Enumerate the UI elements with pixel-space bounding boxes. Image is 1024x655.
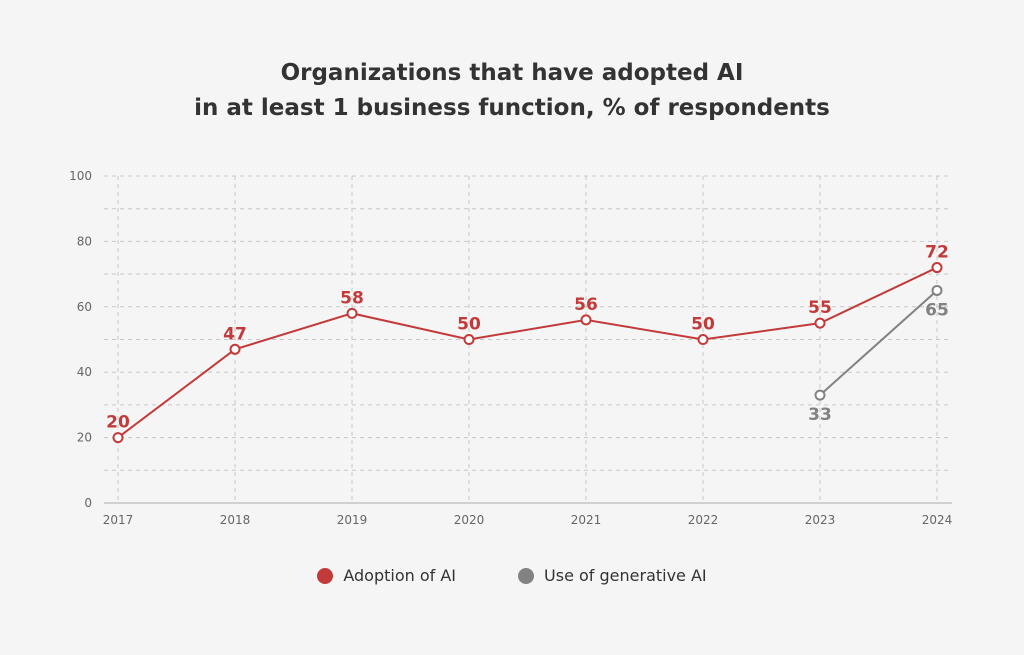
data-label-adoption-2024: 72 [925,243,949,263]
y-tick-label-80: 80 [77,234,92,248]
data-label-adoption-2023: 55 [808,298,832,318]
legend-label-adoption: Adoption of AI [343,566,457,585]
series-line-adoption [117,266,938,439]
chart-title-line-2: in at least 1 business function, % of re… [194,95,830,121]
y-tick-label-40: 40 [77,365,92,379]
data-point-adoption-2024 [931,262,943,274]
legend-item-generative: Use of generative AI [518,566,707,585]
data-label-adoption-2018: 47 [223,324,247,344]
x-tick-label-2023: 2023 [805,513,836,527]
x-tick-label-2022: 2022 [688,513,719,527]
data-label-generative-2024: 65 [925,300,949,320]
data-point-generative-2023 [814,389,826,401]
data-point-adoption-2020 [463,334,475,345]
data-label-adoption-2019: 58 [340,288,364,308]
data-label-generative-2023: 33 [808,405,832,425]
legend-label-generative: Use of generative AI [544,566,707,585]
x-tick-label-2020: 2020 [454,513,485,527]
x-tick-label-2021: 2021 [571,513,602,527]
data-point-adoption-2017 [112,432,124,444]
x-tick-label-2017: 2017 [103,513,134,527]
y-tick-label-0: 0 [84,496,92,510]
legend-swatch-generative [518,567,535,584]
data-point-adoption-2023 [814,317,826,329]
y-tick-label-20: 20 [77,431,92,445]
chart-title: Organizations that have adopted AI in at… [0,56,1024,126]
data-point-adoption-2021 [580,314,592,326]
y-tick-label-100: 100 [69,169,92,183]
x-tick-label-2018: 2018 [220,513,251,527]
y-tick-label-60: 60 [77,300,92,314]
data-label-adoption-2022: 50 [691,315,715,335]
data-point-adoption-2018 [229,343,241,355]
x-tick-label-2024: 2024 [922,513,953,527]
data-label-adoption-2017: 20 [106,413,130,433]
data-point-adoption-2019 [346,307,358,319]
data-label-adoption-2020: 50 [457,315,481,335]
legend-swatch-adoption [317,567,334,584]
data-point-adoption-2022 [697,334,709,345]
data-label-adoption-2021: 56 [574,295,598,315]
chart-title-line-1: Organizations that have adopted AI [280,60,744,86]
data-point-generative-2024 [931,284,943,296]
legend: Adoption of AI Use of generative AI [0,566,1024,585]
series-line-generative [819,289,938,396]
legend-item-adoption: Adoption of AI [317,566,456,585]
x-tick-label-2019: 2019 [337,513,368,527]
